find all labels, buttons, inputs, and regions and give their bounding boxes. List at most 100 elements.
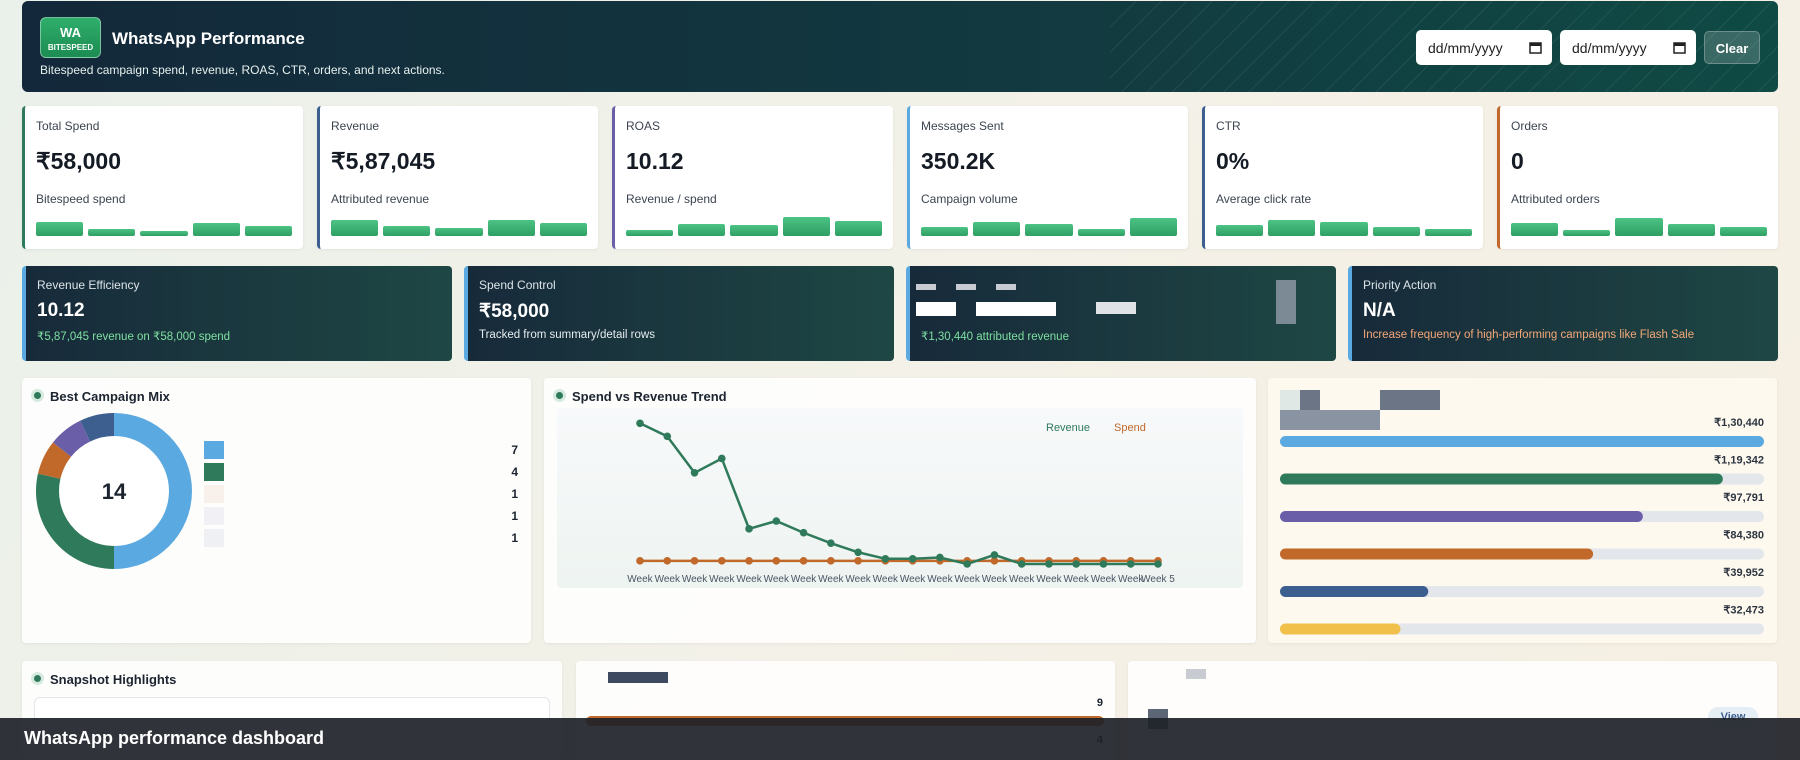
sparkline xyxy=(626,214,883,236)
series-point xyxy=(854,557,862,565)
donut-hole xyxy=(60,437,168,545)
date-input[interactable]: dd/mm/yyyy xyxy=(1416,30,1552,65)
insight-value: ₹58,000 xyxy=(479,301,550,322)
kpi-note: Attributed orders xyxy=(1511,192,1600,206)
insight-card: Priority Action N/A Increase frequency of … xyxy=(1348,266,1778,361)
legend-label: Revenue xyxy=(1046,422,1090,434)
bar-track xyxy=(1280,623,1764,635)
kpi-note: Attributed revenue xyxy=(331,192,430,206)
series-point xyxy=(827,539,835,547)
title-dot xyxy=(34,675,41,682)
sparkline xyxy=(1511,214,1768,236)
redacted xyxy=(996,284,1016,290)
date-placeholder: dd/mm/yyyy xyxy=(1572,40,1647,56)
kpi-value: 0 xyxy=(1511,148,1524,174)
redacted xyxy=(1280,410,1380,430)
bar xyxy=(1280,548,1594,560)
x-tick-label: Week xyxy=(1091,574,1117,585)
series-point xyxy=(1045,560,1053,568)
insight-label: Revenue Efficiency xyxy=(37,278,140,292)
series-point xyxy=(1072,560,1081,568)
bar-value-label: ₹1,30,440 xyxy=(1714,417,1764,429)
bar-value-label: ₹1,19,342 xyxy=(1714,455,1764,467)
series-point xyxy=(772,517,781,525)
series-point xyxy=(854,548,862,557)
x-tick-label: Week xyxy=(873,574,899,585)
x-tick-label: Week xyxy=(1064,574,1090,585)
series-point xyxy=(881,554,890,563)
series-point xyxy=(636,419,644,428)
insight-note: Increase frequency of high-performing ca… xyxy=(1363,329,1695,341)
redacted xyxy=(1276,280,1296,324)
bar xyxy=(1280,436,1764,447)
legend-swatch xyxy=(204,441,224,459)
donut-segment xyxy=(35,473,114,569)
x-tick-label: Week xyxy=(954,574,980,585)
insight-label: Priority Action xyxy=(1363,278,1437,292)
x-tick-label: Week xyxy=(627,574,653,585)
caption-bar: WhatsApp performance dashboard xyxy=(0,718,1800,760)
series-point xyxy=(1099,560,1108,568)
kpi-value: 0% xyxy=(1216,148,1250,174)
series-point xyxy=(690,469,699,477)
insight-note: ₹5,87,045 revenue on ₹58,000 spend xyxy=(37,331,231,343)
insight-note: ₹1,30,440 attributed revenue xyxy=(921,331,1069,343)
kpi-label: Messages Sent xyxy=(921,119,1004,133)
kpi-note: Average click rate xyxy=(1216,192,1312,206)
kpi-label: Revenue xyxy=(331,119,380,133)
legend-value: 4 xyxy=(511,465,518,479)
series-point xyxy=(799,557,808,565)
x-tick-label: Week xyxy=(791,574,817,585)
title-dot xyxy=(556,392,563,399)
legend-swatch xyxy=(204,529,224,547)
series-point xyxy=(717,454,726,463)
legend-label: Spend xyxy=(1114,422,1146,434)
series-point xyxy=(1126,560,1135,568)
series-point xyxy=(1017,560,1026,568)
date-input[interactable]: dd/mm/yyyy xyxy=(1560,30,1696,65)
calendar-icon xyxy=(1529,42,1542,54)
bar-value-label: ₹97,791 xyxy=(1723,492,1764,504)
donut-segment xyxy=(37,442,71,479)
kpi-card: Messages Sent 350.2K Campaign volume xyxy=(907,106,1188,249)
insight-card: Revenue Efficiency 10.12 ₹5,87,045 revenue… xyxy=(22,266,452,361)
logo-badge: WA BITESPEED xyxy=(40,17,101,58)
bar xyxy=(1280,623,1401,635)
series-point xyxy=(636,557,644,565)
redacted xyxy=(1380,390,1440,410)
kpi-note: Bitespeed spend xyxy=(36,192,126,206)
x-tick-label: Week xyxy=(682,574,708,585)
redacted xyxy=(1186,669,1206,679)
count-label: 9 xyxy=(1096,697,1103,709)
kpi-label: ROAS xyxy=(626,119,661,133)
series-point xyxy=(663,432,672,441)
series-point xyxy=(1154,560,1162,568)
series-point xyxy=(908,554,917,563)
kpi-card: Revenue ₹5,87,045 Attributed revenue xyxy=(317,106,598,249)
title-dot xyxy=(34,392,41,399)
sparkline xyxy=(331,214,588,236)
series-point xyxy=(799,528,808,537)
clear-button[interactable]: Clear xyxy=(1704,31,1760,64)
series-point xyxy=(936,553,944,562)
redacted xyxy=(1280,390,1300,410)
kpi-value: 10.12 xyxy=(626,148,684,174)
kpi-value: 350.2K xyxy=(921,148,996,174)
insight-card: Spend Control ₹58,000 Tracked from summary… xyxy=(464,266,894,361)
legend-swatch xyxy=(204,507,224,525)
series-point xyxy=(990,551,999,559)
header-title: WhatsApp Performance xyxy=(112,29,305,48)
ranking-panel xyxy=(1268,378,1777,643)
redacted xyxy=(1300,390,1320,410)
x-tick-label: Week xyxy=(709,574,735,585)
series-point xyxy=(745,557,753,565)
x-tick-label: Week xyxy=(1009,574,1035,585)
donut-segment xyxy=(53,420,91,457)
kpi-card: Total Spend ₹58,000 Bitespeed spend xyxy=(22,106,303,249)
redacted xyxy=(916,302,956,316)
date-placeholder: dd/mm/yyyy xyxy=(1428,40,1503,56)
header: WA BITESPEED WhatsApp Performance Bitesp… xyxy=(22,1,1778,92)
series-point xyxy=(690,557,699,565)
insight-value: 10.12 xyxy=(37,300,85,321)
donut-total: 14 xyxy=(102,479,127,504)
